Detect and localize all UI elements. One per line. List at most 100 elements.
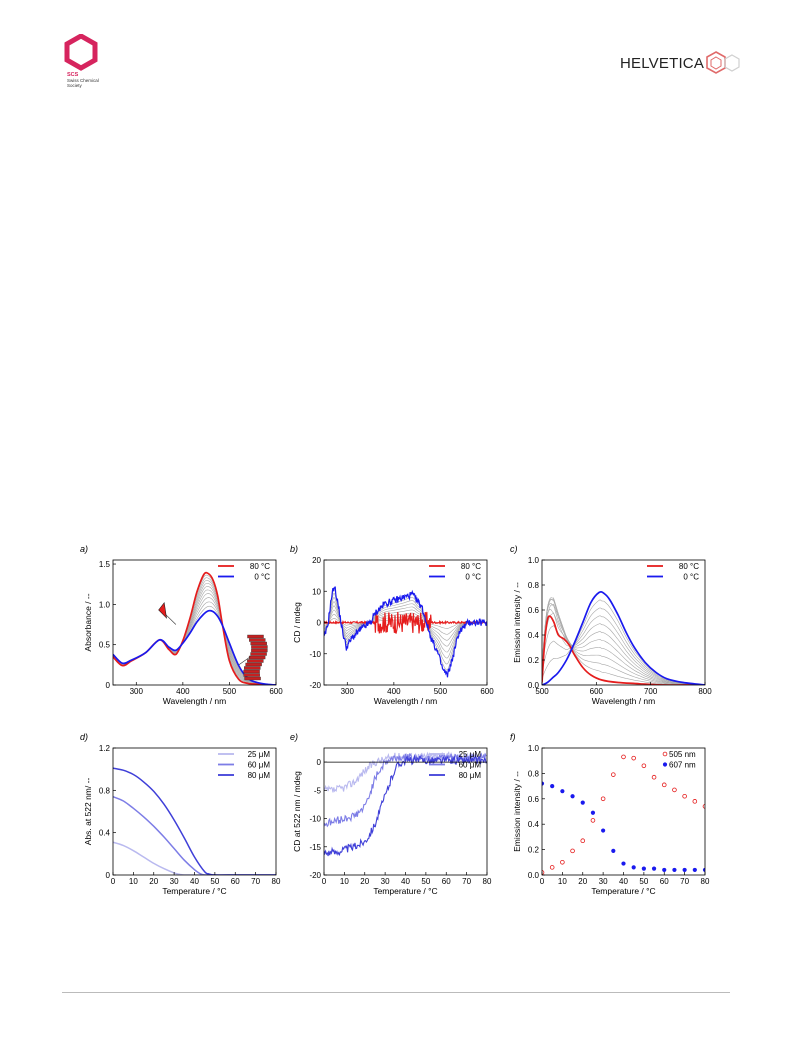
data-point-505nm — [631, 755, 636, 761]
x-tick-label: 10 — [340, 877, 349, 886]
x-axis-label: Temperature / °C — [162, 886, 226, 896]
series-line — [113, 796, 276, 875]
y-tick-label: 0.2 — [528, 846, 540, 855]
x-tick-label: 0 — [111, 877, 116, 886]
legend-label: 80 μM — [248, 771, 271, 780]
stack-layer — [244, 676, 261, 681]
scs-hexagon-shape — [64, 33, 98, 71]
helvetica-hexagon-logo-icon: HELVETICA — [620, 51, 740, 74]
x-axis-label: Temperature / °C — [373, 886, 437, 896]
data-point-505nm — [651, 774, 657, 780]
panel-label: e) — [290, 732, 298, 742]
y-tick-label: 0.4 — [528, 820, 540, 829]
series-line — [324, 611, 487, 634]
data-point-505nm — [692, 799, 698, 804]
plot-area — [324, 586, 487, 678]
intermediate-trace — [542, 607, 705, 685]
x-tick-label: 80 — [272, 877, 281, 886]
x-tick-label: 50 — [210, 877, 219, 886]
x-tick-label: 10 — [558, 877, 567, 886]
data-point-607nm — [560, 789, 565, 794]
x-axis-label: Wavelength / nm — [592, 696, 655, 706]
panel-label: b) — [290, 544, 298, 554]
panel-label: f) — [510, 732, 516, 742]
legend-label: 25 μM — [459, 750, 482, 759]
plot-frame — [541, 559, 706, 686]
y-tick-label: -10 — [309, 815, 321, 824]
legend-label: 505 nm — [669, 750, 696, 759]
stack-layer — [244, 666, 261, 670]
data-point-607nm — [580, 800, 585, 805]
y-tick-label: -10 — [309, 650, 321, 659]
helvetica-hexagon-ghost — [724, 54, 740, 72]
x-tick-label: 30 — [170, 877, 179, 886]
stack-cartoon — [238, 634, 268, 681]
helvetica-hexagon-inner — [710, 56, 722, 70]
stack-layer — [251, 648, 268, 653]
legend-label: 0 °C — [465, 573, 481, 582]
legend-label: 60 μM — [459, 761, 482, 770]
data-point-505nm — [672, 787, 677, 793]
scs-name-line1: Swiss Chemical — [67, 78, 99, 83]
x-tick-label: 40 — [401, 877, 410, 886]
x-tick-label: 20 — [360, 877, 369, 886]
data-point-607nm — [611, 848, 616, 853]
monomer-cartoon — [158, 602, 177, 625]
x-tick-label: 400 — [387, 687, 401, 696]
panel-f: f) 0 10 20 30 40 50 60 70 80 0.0 0.2 0.4 0.6 0.8 1.0 Tem… — [510, 732, 710, 896]
stack-layer — [243, 673, 260, 677]
x-tick-label: 400 — [176, 687, 190, 696]
y-tick-label: 1.0 — [99, 600, 111, 609]
intermediate-trace — [542, 615, 705, 685]
intermediate-trace — [542, 597, 705, 685]
x-tick-label: 50 — [639, 877, 648, 886]
x-tick-label: 70 — [251, 877, 260, 886]
y-tick-label: 20 — [312, 556, 321, 565]
data-point-505nm — [549, 865, 555, 870]
stack-pointer — [238, 656, 251, 666]
y-axis-label: Emission intensity / -- — [512, 771, 522, 852]
y-tick-label: 0.0 — [528, 681, 540, 690]
data-point-505nm — [570, 848, 575, 854]
x-tick-label: 300 — [341, 687, 355, 696]
helvetica-wordmark: HELVETICA — [620, 55, 704, 72]
intermediate-trace — [542, 603, 705, 685]
x-tick-label: 600 — [269, 687, 283, 696]
y-tick-label: 0 — [106, 681, 111, 690]
y-tick-label: -20 — [309, 681, 321, 690]
monomer-triangle-icon — [158, 602, 167, 619]
legend-label: 25 μM — [248, 750, 271, 759]
x-tick-label: 300 — [130, 687, 144, 696]
intermediate-trace — [542, 602, 705, 685]
data-point-505nm — [661, 782, 667, 788]
stack-layer — [250, 652, 267, 656]
x-tick-label: 70 — [680, 877, 689, 886]
y-tick-label: -20 — [309, 871, 321, 880]
y-tick-label: 0.8 — [528, 769, 540, 778]
x-tick-label: 70 — [462, 877, 471, 886]
legend-label: 80 °C — [250, 562, 270, 571]
x-tick-label: 40 — [190, 877, 199, 886]
stack-layer — [248, 655, 266, 660]
y-tick-label: 1.2 — [99, 744, 111, 753]
panel-a: a) 300 400 500 600 0 0.5 1.0 1.5 Wavelength / nm A… — [80, 544, 283, 706]
helvetica-logo: HELVETICA — [612, 44, 742, 80]
x-tick-label: 20 — [578, 877, 587, 886]
legend-label: 0 °C — [683, 573, 699, 582]
y-axis-label: Abs. at 522 nm/ -- — [83, 778, 93, 846]
x-tick-label: 60 — [442, 877, 451, 886]
x-tick-label: 80 — [701, 877, 710, 886]
plot-area — [113, 767, 276, 875]
legend-label: 60 μM — [248, 761, 271, 770]
y-axis-label: CD / mdeg — [292, 602, 302, 643]
x-axis-label: Wavelength / nm — [374, 696, 437, 706]
y-tick-label: -15 — [309, 843, 321, 852]
intermediate-trace — [542, 612, 705, 685]
y-tick-label: 0 — [317, 619, 322, 628]
data-point-607nm — [651, 866, 657, 871]
panel-e: e) 0 10 20 30 40 50 60 70 80 -20 -15 -10 -5 0 Temperatu… — [290, 732, 492, 896]
y-tick-label: 0.6 — [528, 606, 540, 615]
x-tick-label: 10 — [129, 877, 138, 886]
data-point-607nm — [682, 867, 687, 873]
y-tick-label: 0.5 — [99, 641, 111, 650]
